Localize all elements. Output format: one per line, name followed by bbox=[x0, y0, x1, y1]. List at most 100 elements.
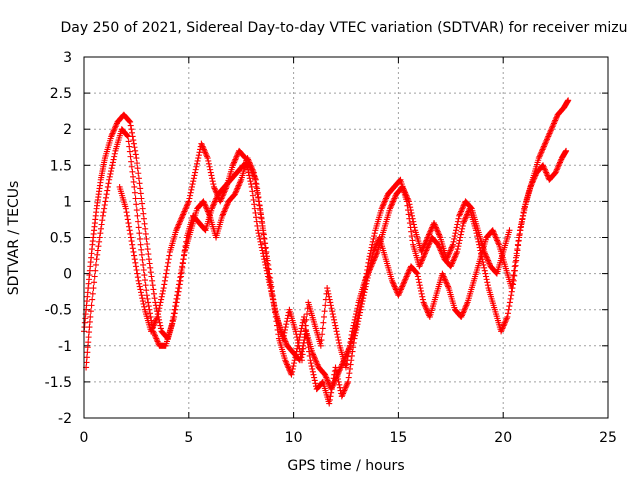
data-point bbox=[543, 137, 550, 144]
data-point bbox=[243, 160, 250, 167]
data-point bbox=[389, 279, 396, 286]
data-point bbox=[134, 270, 141, 277]
data-point bbox=[236, 179, 243, 186]
data-point bbox=[397, 287, 404, 294]
data-point bbox=[449, 243, 456, 250]
data-point bbox=[499, 324, 506, 331]
data-point bbox=[158, 296, 165, 303]
data-point bbox=[463, 300, 470, 307]
data-point bbox=[165, 256, 172, 263]
data-point bbox=[328, 389, 335, 396]
data-point bbox=[462, 303, 469, 310]
data-point bbox=[436, 231, 443, 238]
data-point bbox=[153, 316, 160, 323]
data-point bbox=[193, 160, 200, 167]
data-point bbox=[127, 122, 134, 129]
data-point bbox=[461, 217, 468, 224]
data-point bbox=[404, 270, 411, 277]
data-point bbox=[452, 230, 459, 237]
data-point bbox=[108, 131, 115, 138]
data-point bbox=[510, 272, 517, 279]
data-point bbox=[322, 373, 329, 380]
data-point bbox=[380, 201, 387, 208]
data-point bbox=[242, 155, 249, 162]
data-point bbox=[83, 354, 90, 361]
data-point bbox=[537, 152, 544, 159]
data-point bbox=[223, 204, 230, 211]
data-point bbox=[516, 230, 523, 237]
data-point bbox=[110, 127, 117, 134]
data-point bbox=[361, 277, 368, 284]
data-point bbox=[319, 325, 326, 332]
data-point bbox=[409, 212, 416, 219]
data-point bbox=[169, 321, 176, 328]
data-point bbox=[515, 238, 522, 245]
data-point bbox=[151, 319, 158, 326]
data-point bbox=[199, 143, 206, 150]
data-point bbox=[333, 367, 340, 374]
data-point bbox=[337, 365, 344, 372]
data-point bbox=[105, 180, 112, 187]
data-point bbox=[391, 283, 398, 290]
data-point bbox=[208, 172, 215, 179]
data-point bbox=[151, 295, 158, 302]
data-point bbox=[387, 205, 394, 212]
data-point bbox=[284, 363, 291, 370]
data-point bbox=[138, 195, 145, 202]
data-point bbox=[370, 257, 377, 264]
x-tick-label: 15 bbox=[389, 430, 407, 446]
data-point bbox=[506, 227, 513, 234]
data-point bbox=[453, 227, 460, 234]
data-point bbox=[322, 302, 329, 309]
data-point bbox=[555, 163, 562, 170]
data-point bbox=[418, 287, 425, 294]
data-point bbox=[338, 393, 345, 400]
data-point bbox=[326, 293, 333, 300]
data-point bbox=[89, 296, 96, 303]
data-point bbox=[247, 162, 254, 169]
data-point bbox=[464, 211, 471, 218]
data-point bbox=[258, 241, 265, 248]
data-point bbox=[419, 293, 426, 300]
data-point bbox=[292, 354, 299, 361]
data-point bbox=[434, 227, 441, 234]
data-point bbox=[201, 199, 208, 206]
data-point bbox=[310, 351, 317, 358]
data-point bbox=[253, 214, 260, 221]
y-tick-label: 1.5 bbox=[50, 158, 72, 174]
x-axis: 0 5 10 15 20 25 bbox=[80, 57, 617, 446]
data-point bbox=[324, 287, 331, 294]
data-point bbox=[481, 264, 488, 271]
data-point bbox=[236, 181, 243, 188]
data-point bbox=[265, 273, 272, 280]
data-point bbox=[283, 318, 290, 325]
data-point bbox=[304, 335, 311, 342]
data-point bbox=[293, 334, 300, 341]
data-point bbox=[248, 181, 255, 188]
data-point bbox=[428, 225, 435, 232]
data-point bbox=[409, 215, 416, 222]
data-point bbox=[450, 238, 457, 245]
data-point bbox=[420, 253, 427, 260]
data-point bbox=[453, 250, 460, 257]
data-point bbox=[177, 217, 184, 224]
data-point bbox=[363, 274, 370, 281]
data-point bbox=[494, 237, 501, 244]
data-point bbox=[132, 259, 139, 266]
data-point bbox=[542, 139, 549, 146]
data-point bbox=[423, 305, 430, 312]
data-point bbox=[134, 160, 141, 167]
data-point bbox=[134, 274, 141, 281]
data-point bbox=[508, 285, 515, 292]
data-point bbox=[172, 303, 179, 310]
data-point bbox=[443, 256, 450, 263]
data-point bbox=[153, 335, 160, 342]
data-point bbox=[261, 259, 268, 266]
data-point bbox=[333, 370, 340, 377]
data-point bbox=[400, 280, 407, 287]
data-point bbox=[415, 276, 422, 283]
data-point bbox=[388, 202, 395, 209]
data-point bbox=[413, 269, 420, 276]
data-point bbox=[252, 180, 259, 187]
data-point bbox=[364, 272, 371, 279]
